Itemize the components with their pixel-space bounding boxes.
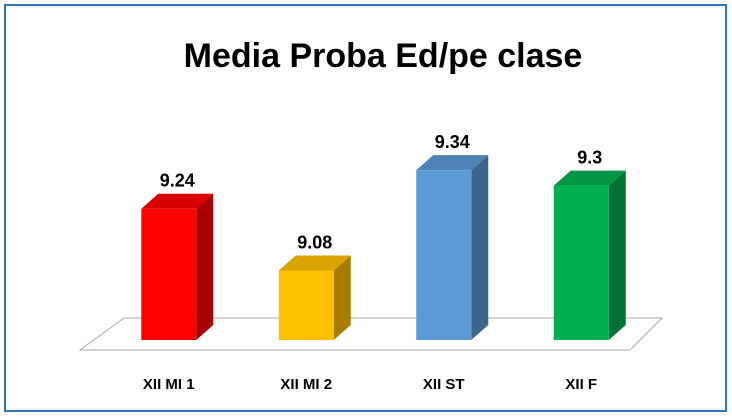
data-label: 9.08 (297, 232, 332, 252)
bar-side (196, 193, 214, 340)
x-tick-label: XII MI 1 (143, 376, 195, 393)
bar-top (553, 170, 626, 186)
bar-side (471, 155, 489, 340)
bar (141, 208, 197, 340)
bar-top (141, 193, 214, 209)
x-tick-label: XII ST (423, 376, 465, 393)
data-label: 9.3 (577, 147, 602, 167)
floor (78, 317, 664, 351)
x-tick-label: XII MI 2 (280, 376, 332, 393)
bar (553, 185, 609, 340)
x-tick-label: XII F (565, 376, 597, 393)
bar-side (608, 170, 626, 340)
bar-side (333, 255, 351, 340)
data-label: 9.34 (435, 132, 470, 152)
bar (416, 170, 472, 340)
bar-top (278, 255, 351, 271)
bar-top (416, 155, 489, 171)
chart-title: Media Proba Ed/pe clase (184, 37, 583, 75)
data-label: 9.24 (160, 171, 195, 191)
bar (278, 270, 334, 340)
